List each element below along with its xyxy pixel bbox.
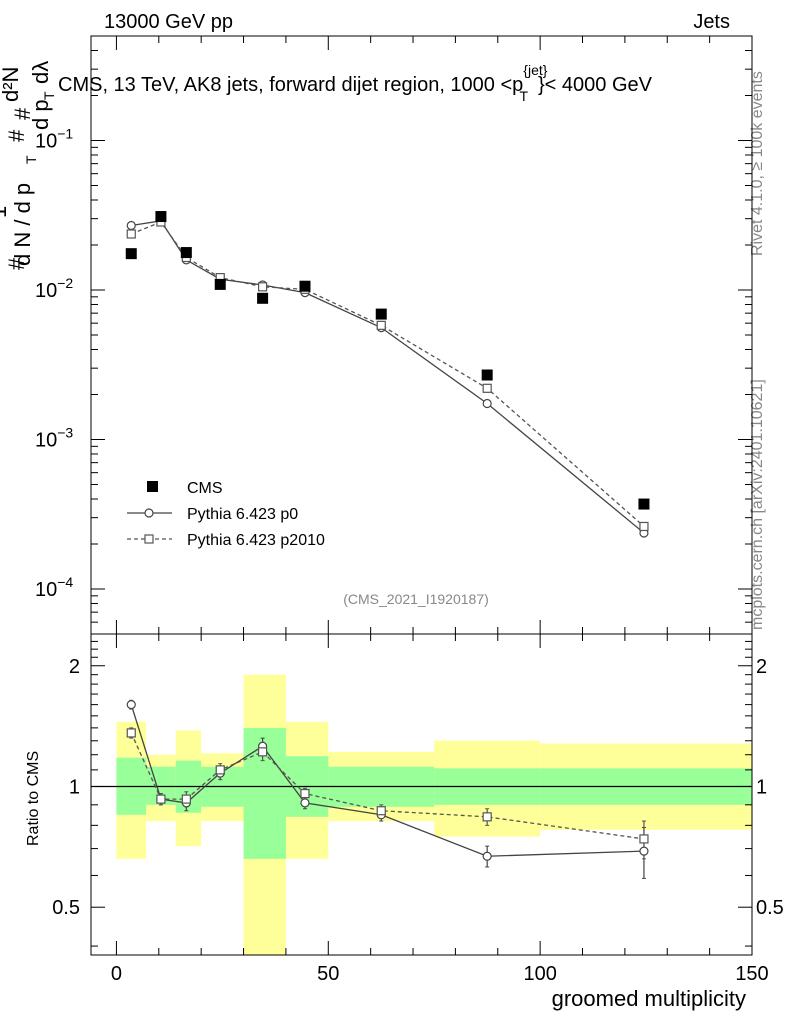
ratio-point-pythia-p2010 xyxy=(126,728,136,738)
chart-title-sup: {jet} xyxy=(523,62,547,78)
point-pythia-p0 xyxy=(482,398,492,409)
ratio-ytick-label-left: 2 xyxy=(69,656,80,678)
ratio-point-pythia-p2010 xyxy=(300,788,310,799)
ratio-point-pythia-p0 xyxy=(639,846,649,856)
ratio-ytick-label-right: 0.5 xyxy=(756,897,784,919)
main-ytick-base: 10 xyxy=(35,130,57,152)
ylabel-hash1: # xyxy=(4,257,29,270)
ylabel-T1: T xyxy=(23,155,39,164)
main-ytick-exp: −1 xyxy=(57,125,73,141)
header-energy: 13000 GeV pp xyxy=(104,11,233,33)
point-cms xyxy=(257,292,269,304)
chart-title-sub: T xyxy=(519,88,528,104)
ylabel-hash3: # xyxy=(10,107,35,120)
main-ytick-label: 10−1 xyxy=(35,125,73,152)
analysis-tag: (CMS_2021_I1920187) xyxy=(343,591,489,607)
ratio-point-pythia-p2010 xyxy=(215,765,225,775)
legend-label-p2010: Pythia 6.423 p2010 xyxy=(187,532,325,549)
main-ylabel: # d N / d p T 1 # d p T dλ d²N # xyxy=(0,61,57,270)
point-pythia-p2010 xyxy=(639,521,649,532)
x-tick-label: 50 xyxy=(317,963,339,985)
x-axis-label: groomed multiplicity xyxy=(552,986,746,1011)
x-tick-label: 0 xyxy=(111,963,122,985)
main-ytick-exp: −2 xyxy=(57,275,73,291)
point-pythia-p2010 xyxy=(258,282,268,292)
ratio-point-pythia-p2010 xyxy=(482,812,492,822)
ratio-ytick-label-left: 1 xyxy=(69,776,80,798)
legend-marker-cms xyxy=(147,481,158,492)
ratio-ytick-label-right: 1 xyxy=(756,776,767,798)
ratio-panel: 2 2 1 1 0.5 0.5 0 50 100 150 xyxy=(52,633,784,985)
ylabel-dlambda: dλ xyxy=(28,61,53,84)
point-cms xyxy=(375,308,387,320)
point-pythia-p2010 xyxy=(376,320,386,330)
point-pythia-p2010 xyxy=(126,229,136,239)
main-ytick-label: 10−4 xyxy=(35,574,73,601)
ylabel-d2N: d²N xyxy=(0,67,23,102)
main-ytick-label: 10−2 xyxy=(35,275,73,302)
legend-label-p0: Pythia 6.423 p0 xyxy=(187,506,298,523)
line-pythia-p2010 xyxy=(131,221,645,527)
main-ytick-base: 10 xyxy=(35,280,57,302)
ylabel-dndpt: d N / d p xyxy=(10,183,35,266)
legend-label-cms: CMS xyxy=(187,480,223,497)
point-cms xyxy=(481,369,493,381)
chart-title-end: }< 4000 GeV xyxy=(538,74,653,96)
legend-marker-p2010 xyxy=(144,534,154,544)
main-ytick-base: 10 xyxy=(35,579,57,601)
x-tick-label: 100 xyxy=(523,963,556,985)
main-ytick-exp: −4 xyxy=(57,574,73,590)
mcplots-credit: mcplots.cern.ch [arXiv:2401.10621] xyxy=(749,379,766,630)
ratio-point-pythia-p2010 xyxy=(639,834,649,844)
main-ytick-label: 10−3 xyxy=(35,424,73,451)
point-cms xyxy=(214,278,226,290)
ratio-point-pythia-p2010 xyxy=(376,806,386,816)
ratio-point-pythia-p0 xyxy=(126,700,136,710)
x-tick-label: 150 xyxy=(735,963,768,985)
point-cms xyxy=(125,248,137,260)
ylabel-hash2: # xyxy=(4,129,29,142)
main-ytick-exp: −3 xyxy=(57,424,73,440)
point-cms xyxy=(638,498,650,510)
ratio-ytick-label-left: 0.5 xyxy=(52,897,80,919)
header-category: Jets xyxy=(693,11,730,33)
main-ytick-base: 10 xyxy=(35,429,57,451)
ratio-point-pythia-p2010 xyxy=(258,747,268,757)
ratio-ytick-label-right: 2 xyxy=(756,656,767,678)
ylabel-one: 1 xyxy=(0,206,11,218)
chart-title-text: CMS, 13 TeV, AK8 jets, forward dijet reg… xyxy=(58,74,523,96)
legend-marker-p0 xyxy=(144,508,154,518)
ylabel-dpt: d p xyxy=(28,99,53,130)
ratio-point-pythia-p0 xyxy=(300,798,310,808)
point-cms xyxy=(155,211,167,223)
point-pythia-p0 xyxy=(126,220,136,231)
main-panel: 10−110−210−310−4 xyxy=(35,35,753,635)
point-cms xyxy=(180,247,192,259)
legend: CMS Pythia 6.423 p0 Pythia 6.423 p2010 xyxy=(127,480,325,549)
point-cms xyxy=(299,280,311,292)
ratio-frame xyxy=(90,633,753,956)
point-pythia-p2010 xyxy=(482,383,492,393)
ratio-ylabel: Ratio to CMS xyxy=(25,751,42,846)
ratio-point-pythia-p2010 xyxy=(181,794,191,804)
ratio-point-pythia-p0 xyxy=(482,851,492,861)
chart-title: CMS, 13 TeV, AK8 jets, forward dijet reg… xyxy=(58,62,653,104)
rivet-version: Rivet 4.1.0, ≥ 100k events xyxy=(749,71,766,256)
ylabel-T2: T xyxy=(41,91,57,100)
ratio-point-pythia-p2010 xyxy=(156,794,166,804)
